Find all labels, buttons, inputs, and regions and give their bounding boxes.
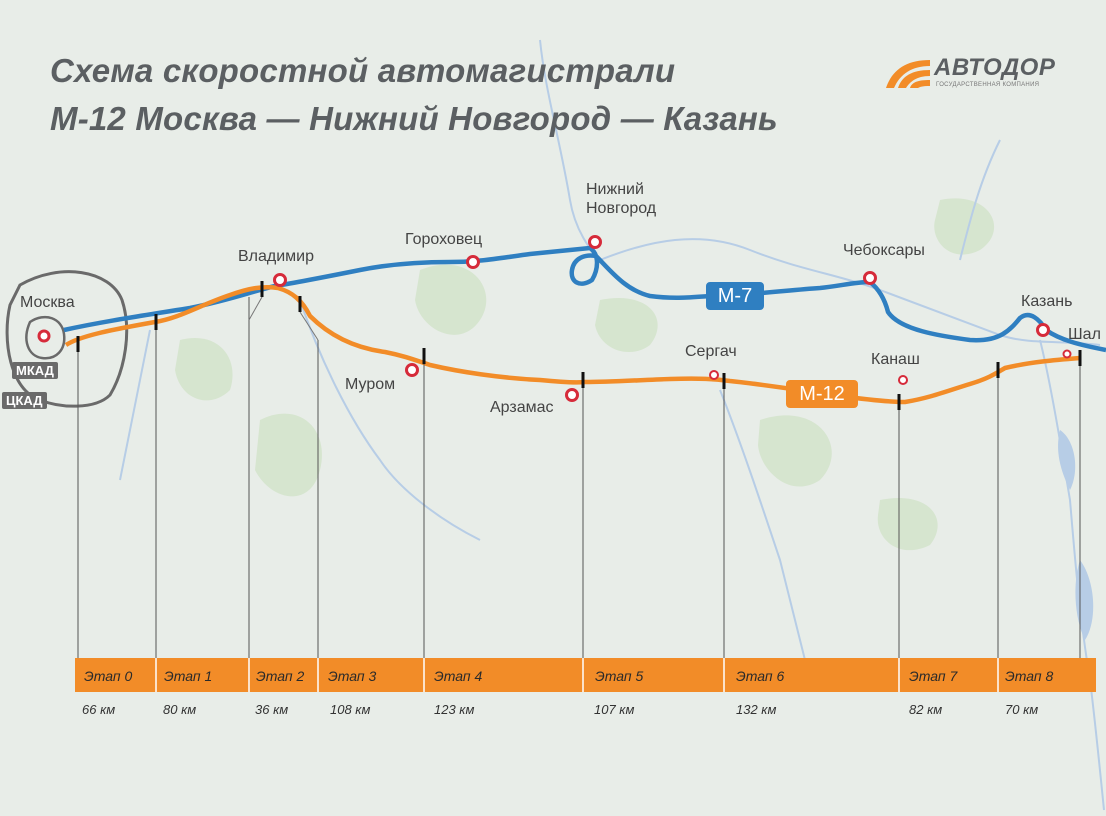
avtodor-logo-icon [886, 60, 930, 88]
stage-distance-8: 70 км [1005, 702, 1039, 717]
city-label-murom: Муром [345, 376, 396, 393]
sergach-marker [709, 370, 719, 380]
stage-guides-angled [248, 296, 319, 341]
logo-subtitle: Государственная компания [936, 82, 1040, 88]
gorokhovets-marker [466, 255, 480, 269]
stage-distance-4: 123 км [434, 702, 475, 717]
city-label-sergach: Сергач [685, 343, 737, 360]
stage-distance-1: 80 км [163, 702, 197, 717]
page-title-line2: М-12 Москва — Нижний Новгород — Казань [50, 100, 778, 137]
stage-label-2: Этап 2 [256, 668, 305, 684]
murom-marker [405, 363, 419, 377]
vladimir-marker [273, 273, 287, 287]
stage-label-0: Этап 0 [84, 668, 133, 684]
city-label-nizhny-1: Нижний [586, 181, 644, 198]
stage-label-5: Этап 5 [595, 668, 644, 684]
mkad-label: МКАД [12, 362, 58, 379]
stage-distance-6: 132 км [736, 702, 777, 717]
city-label-vladimir: Владимир [238, 248, 315, 265]
stage-distance-5: 107 км [594, 702, 635, 717]
m7-route [63, 245, 1106, 353]
stage-ticks [76, 281, 1082, 410]
avtodor-logo: АВТОДОР Государственная компания [884, 54, 1074, 96]
forest-areas [175, 198, 995, 551]
m12-route [64, 285, 1081, 405]
city-label-kazan: Казань [1021, 293, 1073, 310]
m12-badge: М-12 [786, 380, 858, 408]
stage-label-8: Этап 8 [1005, 668, 1054, 684]
city-label-shali: Шал [1068, 326, 1101, 343]
city-label-kanash: Канаш [871, 351, 920, 368]
stage-distance-2: 36 км [255, 702, 289, 717]
stage-distance-7: 82 км [909, 702, 943, 717]
stage-label-7: Этап 7 [909, 668, 958, 684]
stages-bar [75, 658, 1096, 692]
stage-guides [77, 297, 1081, 658]
nizhny-marker [588, 235, 602, 249]
stage-label-6: Этап 6 [736, 668, 785, 684]
city-markers [37, 235, 1072, 402]
m7-badge: М-7 [706, 282, 764, 310]
city-label-cheboksary: Чебоксары [843, 242, 925, 259]
mkad-ring [25, 315, 66, 360]
stage-label-4: Этап 4 [434, 668, 483, 684]
moskva-marker [37, 329, 51, 343]
city-label-nizhny-2: Новгород [586, 200, 657, 217]
stage-label-1: Этап 1 [164, 668, 213, 684]
tskad-label: ЦКАД [2, 392, 47, 409]
arzamas-marker [565, 388, 579, 402]
stage-distance-0: 66 км [82, 702, 116, 717]
city-label-gorokhovets: Гороховец [405, 231, 483, 248]
kanash-marker [898, 375, 908, 385]
city-label-arzamas: Арзамас [490, 399, 554, 416]
shali-marker [1062, 349, 1072, 359]
page-title-line1: Схема скоростной автомагистрали [50, 52, 676, 89]
logo-name: АВТОДОР [934, 54, 1056, 81]
stage-label-3: Этап 3 [328, 668, 377, 684]
city-label-moskva: Москва [20, 294, 75, 311]
kazan-marker [1036, 323, 1050, 337]
stage-distance-3: 108 км [330, 702, 371, 717]
cheboksary-marker [863, 271, 877, 285]
